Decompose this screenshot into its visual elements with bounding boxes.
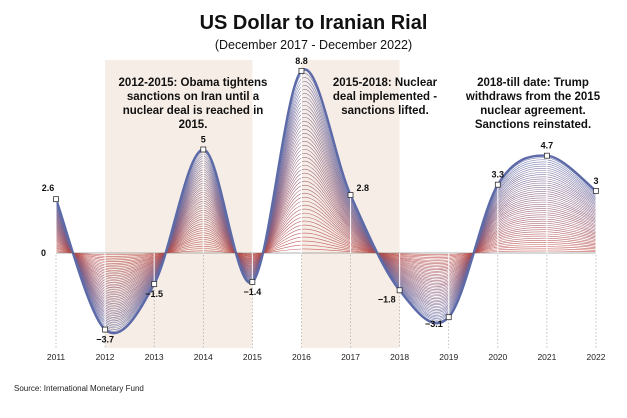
data-label-2017: 2.8 xyxy=(357,183,370,193)
data-label-2016: 8.8 xyxy=(295,56,308,66)
chart-subtitle: (December 2017 - December 2022) xyxy=(214,38,413,52)
ribbon-line xyxy=(55,244,597,257)
x-tick-2017: 2017 xyxy=(341,352,360,362)
annotation-2015-2018: 2015-2018: Nuclear deal implemented - sa… xyxy=(332,77,438,117)
data-marker-2013 xyxy=(151,281,158,287)
data-marker-2012 xyxy=(102,326,108,333)
x-tick-2022: 2022 xyxy=(587,352,606,362)
ribbon-line xyxy=(55,236,597,261)
data-marker-2014 xyxy=(200,146,207,153)
data-marker-2015 xyxy=(249,279,256,285)
chart-title: US Dollar to Iranian Rial xyxy=(199,12,428,34)
ribbon-line xyxy=(55,220,597,268)
x-tick-2012: 2012 xyxy=(96,352,115,362)
x-tick-2021: 2021 xyxy=(537,352,556,362)
data-label-2019: −3.1 xyxy=(425,319,443,329)
data-label-2022: 3 xyxy=(593,176,598,186)
source-note: Source: International Monetary Fund xyxy=(14,384,144,393)
x-tick-2019: 2019 xyxy=(439,352,458,362)
data-marker-2021 xyxy=(544,152,550,159)
x-tick-2016: 2016 xyxy=(292,352,311,362)
ribbon-line xyxy=(55,217,597,269)
x-tick-2014: 2014 xyxy=(194,352,213,362)
data-marker-2017 xyxy=(347,192,354,198)
data-label-2018: −1.8 xyxy=(378,294,396,304)
ribbon-line xyxy=(55,240,597,259)
ribbon-line xyxy=(55,224,597,266)
data-marker-2016 xyxy=(298,67,305,74)
x-tick-2018: 2018 xyxy=(390,352,409,362)
annotation-2012-2015: 2012-2015: Obama tightens sanctions on I… xyxy=(118,77,268,131)
x-tick-2011: 2011 xyxy=(47,352,66,362)
ribbon-line xyxy=(55,228,597,264)
x-tick-2015: 2015 xyxy=(243,352,262,362)
data-marker-2020 xyxy=(494,181,501,188)
data-label-2020: 3.3 xyxy=(492,170,505,180)
x-tick-2013: 2013 xyxy=(145,352,164,362)
data-marker-2022 xyxy=(593,187,599,194)
data-marker-2011 xyxy=(53,196,59,203)
ribbon-line xyxy=(55,153,597,297)
data-label-2011: 2.6 xyxy=(42,183,55,193)
ribbon-line xyxy=(55,248,597,256)
data-label-2013: −1.5 xyxy=(145,289,163,299)
data-marker-2019 xyxy=(445,314,452,321)
ribbon-line xyxy=(55,213,597,271)
data-label-2012: −3.7 xyxy=(96,335,114,345)
data-label-2015: −1.4 xyxy=(243,287,261,297)
annotation-2018-present: 2018-till date: Trump withdraws from the… xyxy=(465,77,601,131)
data-label-2014: 5 xyxy=(201,135,206,145)
data-label-2021: 4.7 xyxy=(541,141,554,151)
zero-label: 0 xyxy=(41,248,46,258)
x-tick-2020: 2020 xyxy=(488,352,507,362)
ribbon-line xyxy=(55,232,597,262)
ribbon-line xyxy=(55,125,597,309)
data-marker-2018 xyxy=(396,287,403,294)
